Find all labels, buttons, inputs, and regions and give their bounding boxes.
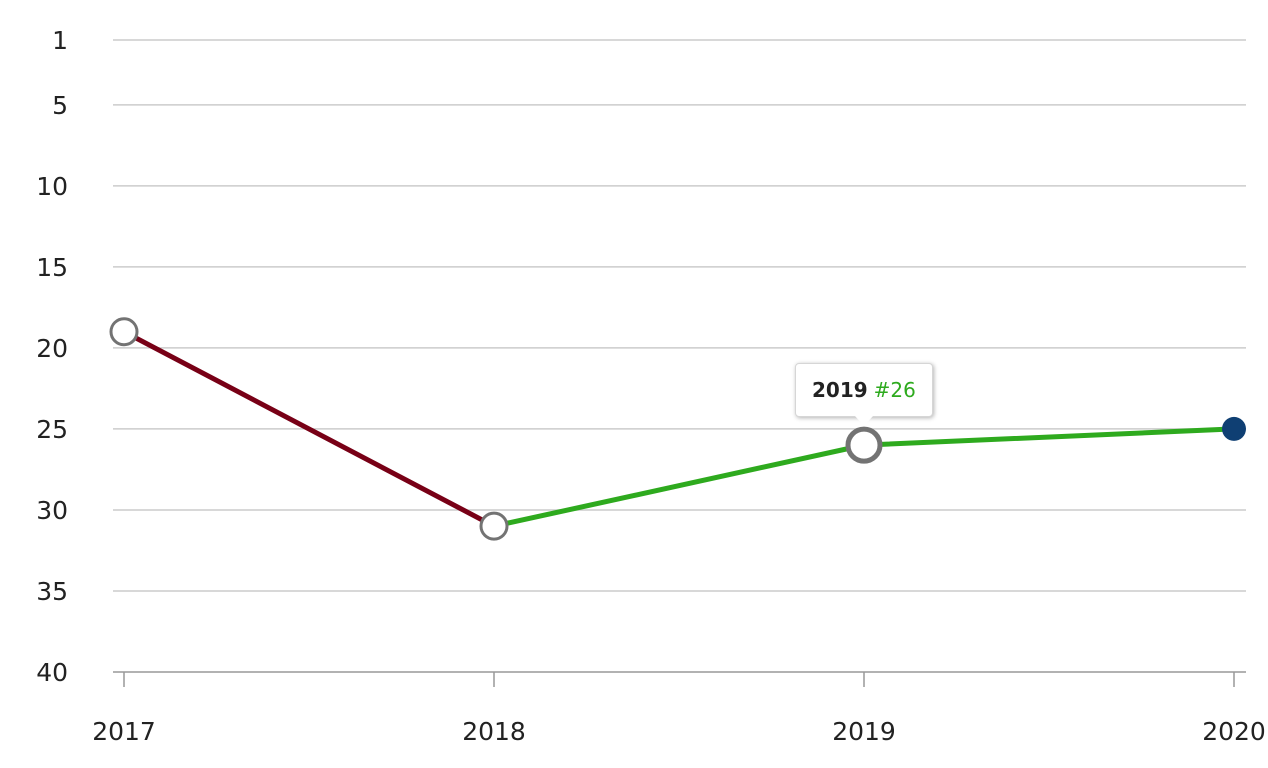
tooltip-rank: #26 <box>873 378 916 403</box>
grid-lines <box>113 39 1246 592</box>
y-tick-label-20: 20 <box>36 334 68 363</box>
point-2020[interactable] <box>1222 416 1246 441</box>
y-tick-label-15: 15 <box>36 253 68 282</box>
y-tick-label-35: 35 <box>36 577 68 606</box>
rank-series <box>121 329 1237 529</box>
point-2019[interactable] <box>845 426 883 464</box>
y-tick-label-25: 25 <box>36 415 68 444</box>
point-tooltip: 2019 #26 <box>795 363 933 418</box>
tooltip-year: 2019 <box>812 378 868 403</box>
line-segment-2017-2018 <box>121 329 497 529</box>
x-axis: 2017 2018 2019 2020 <box>92 671 1266 746</box>
rank-markers <box>109 317 1246 541</box>
y-tick-label-1: 1 <box>52 26 68 55</box>
y-tick-label-10: 10 <box>36 172 68 201</box>
x-tick-label-2020: 2020 <box>1202 717 1266 746</box>
x-tick-label-2017: 2017 <box>92 717 156 746</box>
point-2017[interactable] <box>109 317 139 347</box>
y-tick-label-40: 40 <box>36 658 68 687</box>
x-tick-label-2019: 2019 <box>832 717 896 746</box>
y-tick-label-30: 30 <box>36 496 68 525</box>
y-tick-label-5: 5 <box>52 91 68 120</box>
x-tick-label-2018: 2018 <box>462 717 526 746</box>
line-segment-2019-2020 <box>861 426 1237 448</box>
tooltip-pointer <box>855 416 873 427</box>
point-2018[interactable] <box>479 511 509 541</box>
line-segment-2018-2019 <box>491 442 867 529</box>
